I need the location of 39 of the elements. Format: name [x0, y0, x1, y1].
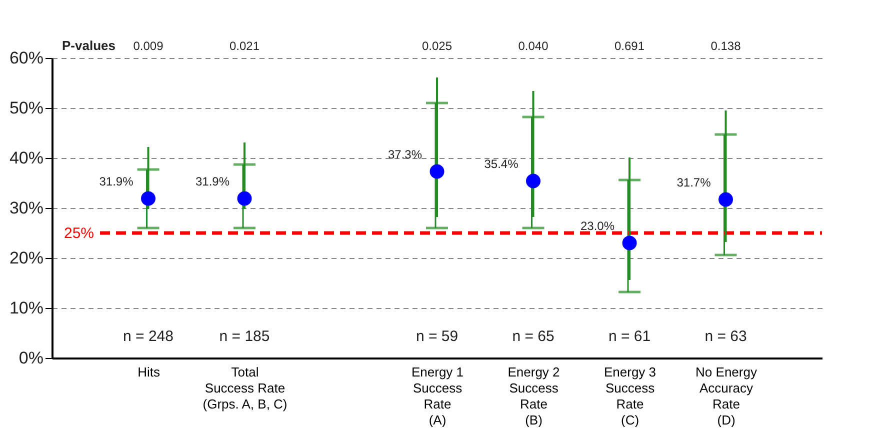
annotation: n = 61	[608, 328, 651, 345]
text: 0.025	[422, 39, 452, 53]
annotation: n = 248	[123, 328, 174, 345]
x-tick-label: Hits	[138, 364, 160, 380]
y-tick-label: 10%	[9, 298, 44, 318]
annotation: n = 65	[512, 328, 554, 345]
data-label: 23.0%	[580, 219, 615, 233]
text: 0.040	[518, 39, 549, 53]
point	[237, 191, 252, 206]
x-tick-label: No Energy Accuracy Rate (D)	[696, 364, 758, 428]
data-label: 31.9%	[195, 174, 230, 188]
y-tick-label: 30%	[9, 198, 44, 218]
point	[526, 174, 540, 188]
text: 0.021	[229, 39, 260, 53]
x-tick-label: Energy 3 Success Rate (C)	[604, 364, 656, 428]
point	[622, 236, 637, 250]
point	[141, 191, 156, 206]
y-tick-label: 0%	[18, 348, 44, 368]
annotation: n = 185	[219, 328, 270, 345]
text: 0.691	[614, 39, 645, 53]
text: P-values	[62, 38, 116, 53]
ref-line-label: 25%	[64, 225, 94, 242]
data-label: 35.4%	[484, 157, 519, 171]
data-label: 37.3%	[388, 148, 422, 162]
data-label: 31.9%	[99, 174, 134, 188]
y-tick-label: 40%	[9, 148, 44, 168]
text: 0.009	[133, 39, 164, 53]
y-tick-label: 20%	[9, 248, 44, 268]
y-tick-label: 50%	[9, 98, 44, 118]
x-tick-label: Energy 1 Success Rate (A)	[411, 364, 464, 428]
data-label: 31.7%	[676, 176, 712, 190]
point	[430, 164, 444, 179]
y-tick-label: 60%	[9, 48, 44, 68]
annotation: n = 59	[416, 328, 458, 345]
annotation: n = 63	[704, 328, 747, 345]
x-tick-label: Total Success Rate (Grps. A, B, C)	[202, 364, 288, 412]
point	[718, 192, 733, 207]
x-tick-label: Energy 2 Success Rate (B)	[508, 364, 560, 428]
text: 0.138	[710, 39, 742, 53]
